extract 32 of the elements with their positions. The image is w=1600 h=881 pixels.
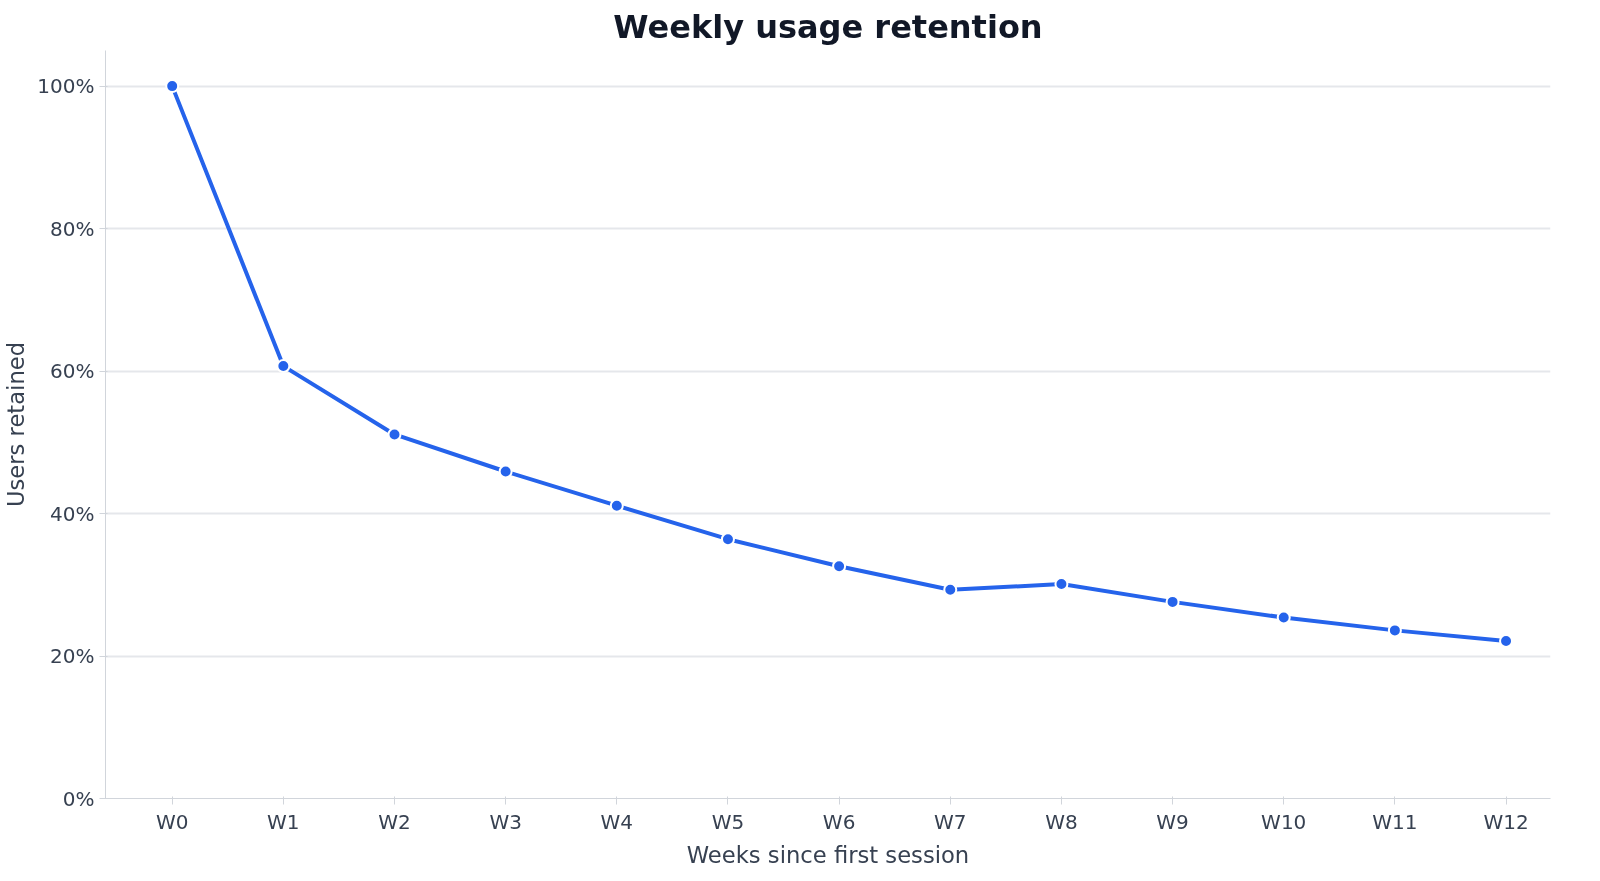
point <box>387 427 402 442</box>
chart-title: Weekly usage retention <box>613 7 1043 46</box>
point <box>1387 623 1402 638</box>
y-tick-label: 100% <box>37 74 95 99</box>
x-axis-title: Weeks since first session <box>686 841 970 868</box>
point <box>832 559 847 574</box>
x-tick-label: W9 <box>1156 809 1189 834</box>
x-tick-label: W4 <box>600 809 634 834</box>
point <box>943 582 958 597</box>
point <box>165 79 180 94</box>
point <box>609 498 624 513</box>
point <box>276 359 291 374</box>
x-tick-label: W8 <box>1045 809 1078 834</box>
point <box>1276 610 1291 625</box>
y-tick-label: 0% <box>62 786 95 811</box>
y-axis-title: Users retained <box>3 341 30 508</box>
x-tick-label: W6 <box>822 809 856 834</box>
x-tick-label: W1 <box>267 809 300 834</box>
point <box>720 532 735 547</box>
y-tick-label: 40% <box>50 501 95 526</box>
x-tick-label: W7 <box>934 809 967 834</box>
x-tick-label: W11 <box>1372 809 1418 834</box>
y-tick-label: 60% <box>50 359 95 384</box>
y-tick-label: 20% <box>50 644 95 669</box>
x-tick-label: W5 <box>711 809 745 834</box>
point <box>498 464 513 479</box>
x-tick-label: W3 <box>489 809 522 834</box>
x-tick-label: W10 <box>1261 809 1307 834</box>
x-tick-label: W0 <box>155 809 189 834</box>
y-tick-label: 80% <box>50 216 95 241</box>
x-tick-label: W2 <box>378 809 411 834</box>
x-tick-label: W12 <box>1483 809 1529 834</box>
